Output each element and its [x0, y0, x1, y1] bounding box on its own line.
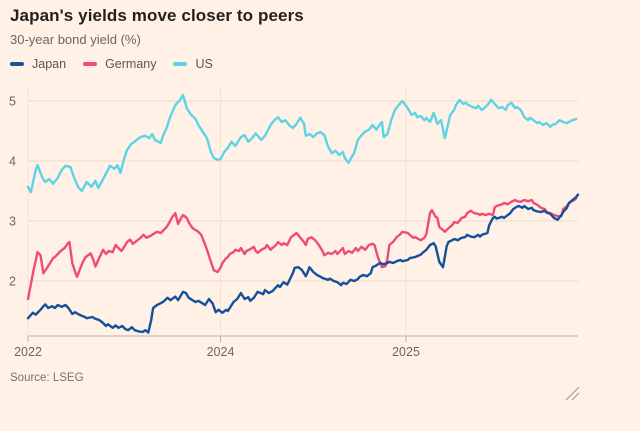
- source-note: Source: LSEG: [10, 372, 84, 384]
- resize-handle-icon[interactable]: [565, 386, 580, 401]
- germany-line: [26, 197, 578, 301]
- legend-label-japan: Japan: [32, 57, 67, 71]
- y-axis-label: 4: [9, 155, 16, 169]
- y-axis-label: 2: [9, 275, 16, 289]
- germany-line-swatch-icon: [83, 62, 98, 66]
- legend-label-germany: Germany: [105, 57, 157, 71]
- legend-label-us: US: [195, 57, 213, 71]
- japan-line-swatch-icon: [10, 62, 24, 66]
- x-axis-label: 2025: [392, 345, 420, 359]
- resize-handle-icon[interactable]: [571, 392, 580, 401]
- us-line-swatch-icon: [173, 62, 188, 66]
- legend-item-japan: Japan: [10, 57, 66, 71]
- chart-title: Japan's yields move closer to peers: [10, 6, 304, 25]
- us-line: [26, 93, 578, 194]
- chart-subtitle: 30-year bond yield (%): [10, 32, 141, 47]
- x-axis-label: 2024: [207, 345, 235, 359]
- y-axis-label: 5: [9, 95, 16, 109]
- y-axis-label: 3: [9, 215, 16, 229]
- japan-line: [26, 193, 580, 334]
- legend-item-germany: Germany: [83, 57, 156, 71]
- legend-item-us: US: [173, 57, 213, 71]
- legend: Japan Germany US: [10, 57, 213, 71]
- x-axis-label: 2022: [14, 345, 42, 359]
